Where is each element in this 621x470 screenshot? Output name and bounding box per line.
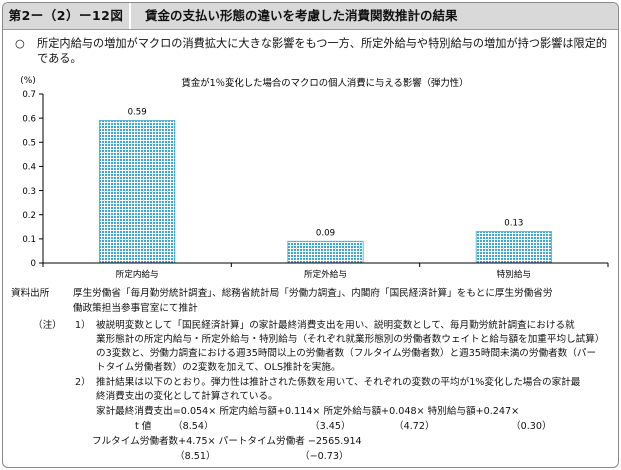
source-line-1: 厚生労働省「毎月勤労統計調査」、総務省統計局「労働力調査」、内閣府「国民経済計算… [73,288,553,299]
source-line-2: 働政策担当参事官室にて推計 [73,303,198,314]
summary-text: 所定内給与の増加がマクロの消費拡大に大きな影響をもつ一方、所定外給与や特別給与の… [37,37,608,65]
figure-header: 第2ー（2）ー12図 賃金の支払い形態の違いを考慮した消費関数推計の結果 [3,3,618,30]
y-axis: 0 0.1 0.2 0.3 0.4 0.5 0.6 0.7 [22,90,44,269]
bars: 0.59 0.09 0.13 [99,108,552,264]
y-tick-label: 0.1 [22,235,36,245]
y-tick-label: 0.5 [22,138,36,148]
figure-number: 第2ー（2）ー12図 [3,3,131,29]
bar [475,231,552,264]
t-value-label: t 値 [135,421,152,432]
t-value-1: （8.54） [173,421,214,432]
y-tick-label: 0.6 [22,114,36,124]
t-value-5: （8.51） [175,451,216,462]
summary: ○ 所定内給与の増加がマクロの消費拡大に大きな影響をもつ一方、所定外給与や特別給… [15,36,611,66]
note-1-line-2: 業形態計の所定内給与・所定外給与・特別給与（それぞれ就業形態別の労働者数ウェイト… [96,334,605,345]
category-label: 特別給与 [497,268,531,280]
note-1-number: 1） [75,320,91,331]
t-value-3: （4.72） [394,421,435,432]
bar [287,240,364,264]
x-axis: 所定内給与 所定外給与 特別給与 [42,262,609,280]
category-label: 所定外給与 [304,268,347,280]
t-value-4: （0.30） [511,421,552,432]
note-label: （注） [33,320,62,331]
category-label: 所定内給与 [116,268,159,280]
y-tick-label: 0.4 [22,163,36,173]
note-2-line-2: 終消費支出の変化として計算されている。 [96,391,278,402]
y-tick-label: 0 [31,259,36,269]
y-axis-unit: (%) [20,76,36,86]
equation-line-2: フルタイム労働者数+4.75× パートタイム労働者 −2565.914 [92,436,362,447]
note-1-line-3: の3変数と、労働力調査における週35時間以上の労働者数（フルタイム労働者数）と週… [96,348,597,359]
bar-chart: 賃金が1％変化した場合のマクロの個人消費に与える影響（弾力性） (%) 0 0.1… [20,76,609,280]
data-label: 0.59 [128,108,147,118]
note-1-line-1: 被説明変数として「国民経済計算」の家計最終消費支出を用い、説明変数として、毎月勤… [96,320,575,331]
t-value-2: （3.45） [310,421,351,432]
note-1-line-4: トタイム労働者数）の2変数を加えて、OLS推計を実施。 [96,362,341,373]
note-2-line-1: 推計結果は以下のとおり。弾力性は推計された係数を用いて、それぞれの変数の平均が1… [96,377,581,388]
figure-title: 賃金の支払い形態の違いを考慮した消費関数推計の結果 [145,8,458,23]
note-2-number: 2） [75,377,91,388]
y-tick-label: 0.2 [22,211,36,221]
y-tick-label: 0.3 [22,187,36,197]
chart-title: 賃金が1％変化した場合のマクロの個人消費に与える影響（弾力性） [182,77,469,89]
t-value-6: （−0.73） [300,451,349,462]
y-tick-label: 0.7 [22,90,36,100]
equation-line-1: 家計最終消費支出=0.054× 所定内給与額+0.114× 所定外給与額+0.0… [96,406,520,417]
source-label: 資料出所 [11,288,50,299]
data-label: 0.13 [504,219,523,229]
data-label: 0.09 [316,228,335,238]
summary-bullet: ○ [15,37,25,50]
bar [99,120,176,264]
